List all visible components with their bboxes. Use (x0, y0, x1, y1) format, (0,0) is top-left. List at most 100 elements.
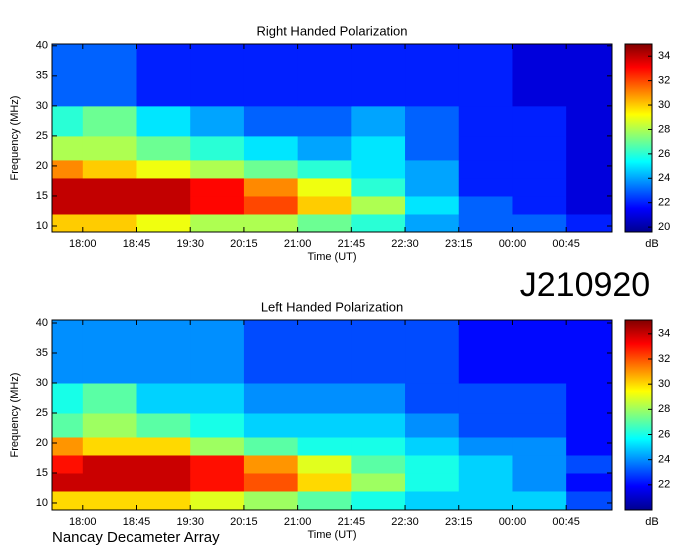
heat-cell (566, 454, 613, 474)
heat-cell (351, 135, 406, 161)
colorbar (624, 43, 653, 233)
x-tick-label: 18:00 (69, 516, 97, 528)
heat-cell (190, 412, 245, 438)
heat-cell (512, 320, 567, 384)
heat-cell (136, 159, 191, 179)
heat-cell (136, 382, 191, 414)
heat-cell (512, 195, 567, 215)
heat-cell (405, 213, 460, 233)
x-axis-label: Time (UT) (307, 529, 356, 541)
heat-cell (190, 490, 245, 511)
heat-cell (458, 159, 513, 179)
heat-cell (405, 195, 460, 215)
heat-cell (566, 490, 613, 511)
heat-cell (405, 490, 460, 511)
heat-cell (190, 195, 245, 215)
colorbar-tick-label: 26 (658, 428, 670, 440)
heat-cell (52, 105, 84, 137)
heat-cell (405, 382, 460, 414)
heat-cell (82, 490, 138, 511)
x-tick-label: 20:15 (230, 238, 258, 250)
x-tick-label: 23:15 (445, 238, 473, 250)
heat-cell (243, 159, 299, 179)
heat-cell (512, 472, 567, 492)
heat-cell (566, 213, 613, 233)
heat-cell (458, 195, 513, 215)
heat-cell (297, 105, 352, 137)
heat-cell (190, 436, 245, 456)
heat-cell (136, 490, 191, 511)
heat-cell (82, 159, 138, 179)
y-tick-label: 25 (36, 407, 48, 419)
colorbar-label: dB (645, 238, 658, 250)
heat-cell (82, 213, 138, 233)
y-tick-label: 20 (36, 437, 48, 449)
heat-cell (136, 454, 191, 474)
heat-cell (82, 412, 138, 438)
heat-cell (351, 436, 406, 456)
colorbar-tick-label: 22 (658, 479, 670, 491)
heat-cell (297, 135, 352, 161)
heat-cell (405, 159, 460, 179)
x-tick-label: 21:45 (338, 516, 366, 528)
heat-cell (566, 320, 613, 384)
y-tick-label: 30 (36, 100, 48, 112)
heat-cell (512, 382, 567, 414)
x-tick-label: 18:45 (123, 516, 151, 528)
heat-cell (566, 135, 613, 161)
heat-cell (458, 105, 513, 137)
heat-cell (351, 213, 406, 233)
y-tick-label: 15 (36, 467, 48, 479)
x-tick-label: 22:30 (391, 238, 419, 250)
heat-cell (243, 135, 299, 161)
heat-cell (190, 159, 245, 179)
heat-cell (458, 412, 513, 438)
footer: Nancay Decameter Array (52, 529, 220, 546)
heat-cell (351, 159, 406, 179)
heat-cell (458, 135, 513, 161)
heat-cell (351, 195, 406, 215)
heat-cell (297, 490, 352, 511)
colorbar-tick-label: 24 (658, 172, 670, 184)
y-axis-label: Frequency (MHz) (9, 96, 21, 181)
heat-cell (351, 412, 406, 438)
x-tick-label: 18:45 (123, 238, 151, 250)
heat-cell (52, 454, 84, 474)
heat-cell (297, 44, 352, 107)
heat-cell (566, 195, 613, 215)
heat-cell (297, 213, 352, 233)
y-tick-label: 15 (36, 190, 48, 202)
heat-cell (566, 177, 613, 197)
heat-cell (458, 472, 513, 492)
heat-cell (243, 472, 299, 492)
y-tick-label: 30 (36, 377, 48, 389)
heat-cell (52, 320, 84, 384)
heat-cell (52, 436, 84, 456)
heat-cell (52, 490, 84, 511)
x-tick-label: 00:45 (552, 238, 580, 250)
heat-cell (297, 472, 352, 492)
heat-cell (458, 454, 513, 474)
heat-cell (512, 105, 567, 137)
x-tick-label: 00:00 (499, 516, 527, 528)
heat-cell (351, 44, 406, 107)
heat-cell (136, 213, 191, 233)
heat-cell (136, 44, 191, 107)
heat-cell (243, 44, 299, 107)
x-tick-label: 23:15 (445, 516, 473, 528)
heat-cell (512, 159, 567, 179)
heat-cell (351, 472, 406, 492)
heat-cell (458, 490, 513, 511)
heat-cell (458, 177, 513, 197)
y-tick-label: 10 (36, 220, 48, 232)
heat-cell (190, 105, 245, 137)
heat-cell (136, 195, 191, 215)
y-tick-label: 20 (36, 160, 48, 172)
heat-cell (297, 177, 352, 197)
y-tick-label: 10 (36, 497, 48, 509)
heat-cell (405, 436, 460, 456)
heat-cell (136, 177, 191, 197)
heat-cell (405, 412, 460, 438)
heat-cell (566, 472, 613, 492)
